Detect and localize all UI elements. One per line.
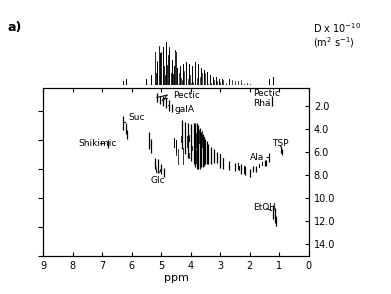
Text: Ala: Ala (250, 153, 269, 162)
Text: (m$^2$ s$^{-1}$): (m$^2$ s$^{-1}$) (313, 35, 354, 50)
Text: TSP: TSP (272, 139, 288, 148)
Text: galA: galA (169, 104, 194, 113)
Text: D x 10$^{-10}$: D x 10$^{-10}$ (313, 21, 361, 35)
Text: Pectic
Rha: Pectic Rha (253, 89, 280, 108)
Text: Shikimic: Shikimic (79, 139, 117, 148)
Text: a): a) (8, 21, 22, 34)
Text: Suc: Suc (124, 113, 145, 123)
Text: EtOH: EtOH (253, 203, 276, 212)
Text: Glc: Glc (151, 173, 165, 185)
X-axis label: ppm: ppm (163, 273, 188, 283)
Text: Pectic: Pectic (162, 91, 200, 100)
